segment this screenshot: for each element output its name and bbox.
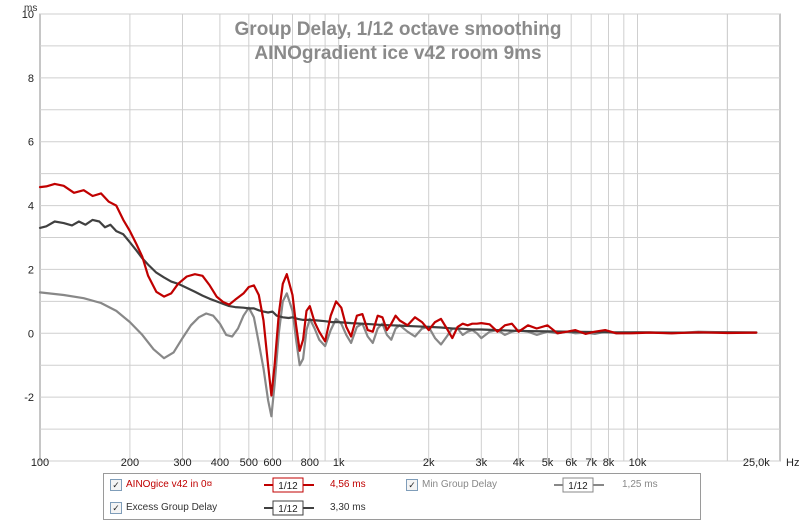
legend-value-excess: 3,30 ms [330, 502, 366, 513]
legend-label-min: Min Group Delay [422, 479, 498, 490]
legend-checkbox-excess[interactable]: ✓ [110, 502, 122, 514]
x-tick-label: 500 [240, 457, 258, 469]
chart-subtitle: AINOgradient ice v42 room 9ms [254, 43, 541, 64]
legend-checkbox-aino[interactable]: ✓ [110, 479, 122, 491]
legend-label-excess: Excess Group Delay [126, 502, 218, 513]
legend-smoothing-min[interactable]: 1/12 [554, 477, 604, 493]
y-tick-label: 10 [22, 9, 34, 21]
x-tick-label: 200 [121, 457, 139, 469]
series-line-2 [38, 218, 758, 334]
x-tick-label: 300 [173, 457, 191, 469]
x-tick-label: 600 [263, 457, 281, 469]
legend-smoothing-excess-text: 1/12 [278, 504, 298, 515]
legend-smoothing-aino-text: 1/12 [278, 481, 298, 492]
x-tick-label: 400 [211, 457, 229, 469]
series-line-0 [38, 182, 758, 397]
y-tick-label: 0 [28, 328, 34, 340]
series-line-1 [38, 291, 758, 418]
x-tick-label: 5k [542, 457, 554, 469]
group-delay-chart: 10 8 6 4 2 0 -2 100 200 300 400 500 600 800 1k 2k 3k 4k 5… [22, 3, 800, 469]
legend-row-2: ✓ Excess Group Delay 1/12 3,30 ms [104, 498, 700, 518]
x-tick-label: 10k [629, 457, 647, 469]
legend-value-aino: 4,56 ms [330, 479, 366, 490]
y-axis-label: ms [24, 3, 37, 14]
legend-row-1: ✓ AINOgice v42 in 0¤ 1/12 4,56 ms ✓ Min … [104, 475, 700, 495]
chart-title: Group Delay, 1/12 octave smoothing [235, 19, 562, 40]
y-tick-label: 2 [28, 264, 34, 276]
y-tick-label: 4 [28, 201, 34, 213]
x-tick-label: 6k [565, 457, 577, 469]
x-tick-label: 1k [333, 457, 345, 469]
x-tick-label: 3k [475, 457, 487, 469]
x-tick-label: 2k [423, 457, 435, 469]
x-tick-labels: 100 200 300 400 500 600 800 1k 2k 3k 4k 5k 6k 7k 8k 10k… [31, 457, 770, 469]
x-tick-label: 4k [513, 457, 525, 469]
legend: ✓ AINOgice v42 in 0¤ 1/12 4,56 ms ✓ Min … [103, 473, 701, 520]
legend-smoothing-aino[interactable]: 1/12 [264, 477, 314, 493]
legend-label-aino: AINOgice v42 in 0¤ [126, 479, 213, 490]
legend-value-min: 1,25 ms [622, 479, 658, 490]
y-tick-label: 8 [28, 73, 34, 85]
legend-checkbox-min[interactable]: ✓ [406, 479, 418, 491]
y-tick-labels: 10 8 6 4 2 0 -2 [22, 9, 34, 404]
x-axis-unit: Hz [786, 457, 799, 469]
x-tick-label: 100 [31, 457, 49, 469]
legend-smoothing-min-text: 1/12 [568, 481, 588, 492]
x-tick-label: 25,0k [743, 457, 770, 469]
x-tick-label: 7k [585, 457, 597, 469]
x-tick-label: 800 [301, 457, 319, 469]
y-tick-label: -2 [24, 392, 34, 404]
x-tick-label: 8k [603, 457, 615, 469]
series-lines [38, 182, 758, 418]
y-tick-label: 6 [28, 137, 34, 149]
legend-smoothing-excess[interactable]: 1/12 [264, 500, 314, 516]
